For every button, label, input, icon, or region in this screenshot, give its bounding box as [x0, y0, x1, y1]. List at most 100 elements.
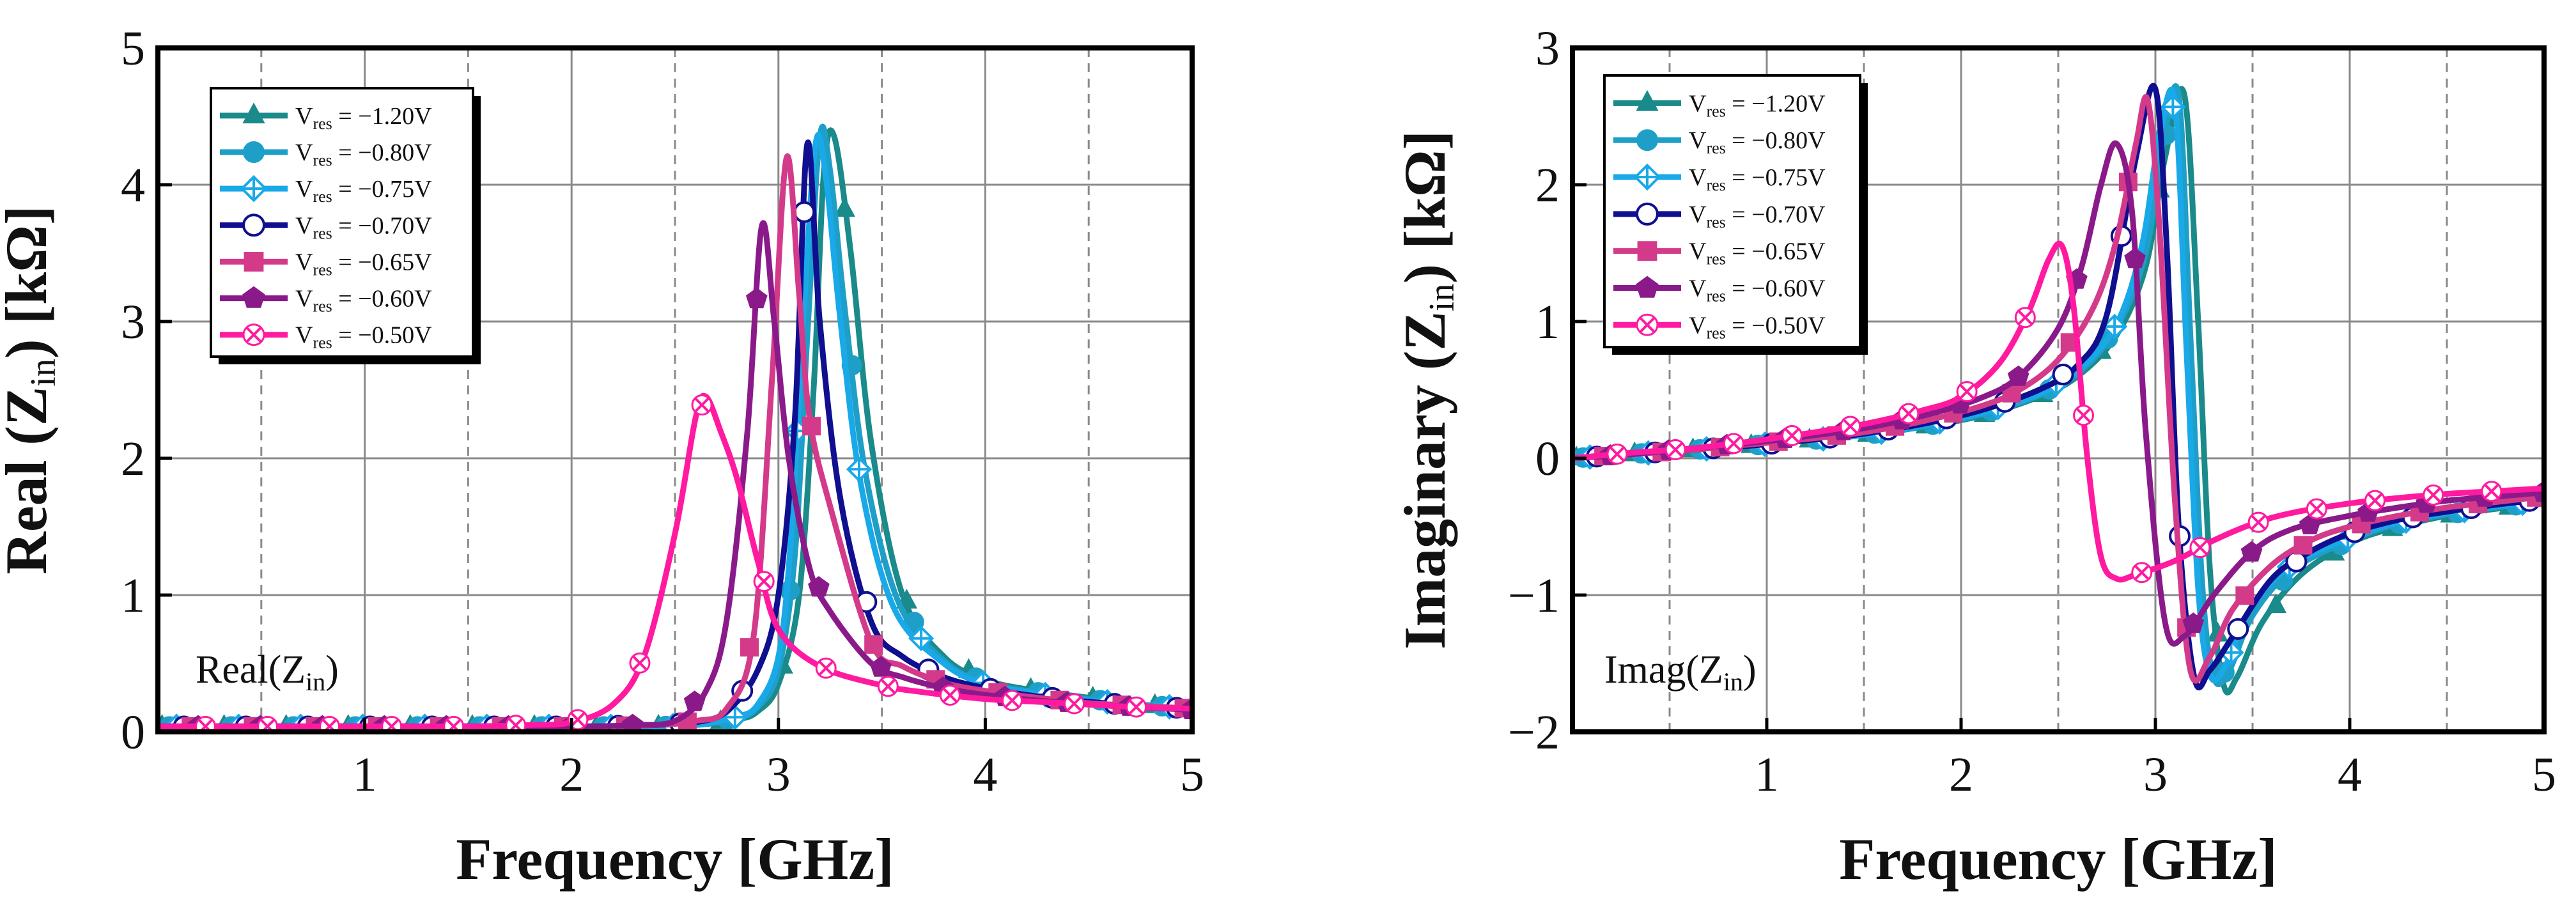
annotation-label: Real(Zin): [196, 648, 339, 696]
data-point: [2481, 481, 2502, 502]
legend-label: Vres = −0.60V: [1689, 275, 1826, 305]
data-point: [629, 652, 651, 674]
y-tick-label: 1: [121, 569, 145, 623]
legend-marker: [1636, 275, 1659, 298]
data-point: [808, 576, 830, 597]
legend-item: Vres = −0.65V: [220, 249, 432, 279]
data-point: [2423, 484, 2444, 506]
y-tick-label: 3: [1535, 22, 1560, 75]
y-tick-label: 0: [1535, 432, 1560, 486]
y-tick-label: 0: [121, 706, 145, 759]
data-point: [2014, 307, 2036, 329]
data-point: [802, 417, 821, 436]
chart-real-zin: 1 2 3 4 5 0 1 2 3 4 5 Frequency [GHz] Real (Zin) [kΩ…: [0, 22, 1204, 892]
plot-area: [1572, 82, 2544, 696]
data-point: [2293, 536, 2313, 555]
legend-item: Vres = −0.75V: [1613, 163, 1826, 194]
data-point: [1956, 381, 1978, 403]
legend-label: Vres = −0.50V: [1689, 312, 1826, 342]
data-point: [691, 394, 713, 416]
legend-label: Vres = −1.20V: [295, 103, 432, 133]
plot-frame: [155, 45, 1195, 734]
legend-item: Vres = −0.70V: [1613, 201, 1826, 231]
grid: [1572, 48, 2544, 732]
legend-item: Vres = −0.75V: [220, 174, 432, 206]
y-tick-label: −2: [1508, 706, 1560, 759]
data-point: [753, 571, 775, 593]
y-tick-label: −1: [1508, 569, 1560, 623]
legend-item: Vres = −1.20V: [1613, 89, 1826, 120]
data-point: [1001, 690, 1023, 711]
legend-item: Vres = −0.50V: [220, 322, 432, 352]
legend-item: Vres = −0.80V: [220, 139, 432, 169]
data-point: [2299, 513, 2321, 534]
legend-label: Vres = −0.65V: [1689, 238, 1826, 268]
data-point: [815, 657, 837, 679]
series-6: [158, 392, 1192, 732]
data-point: [1606, 443, 1628, 465]
x-axis-title: Frequency [GHz]: [1839, 826, 2277, 892]
data-point: [2160, 94, 2186, 120]
legend-marker: [1636, 129, 1658, 151]
data-point: [740, 638, 759, 657]
y-tick-label: 1: [1535, 295, 1560, 349]
legend-marker: [1636, 202, 1659, 226]
y-axis-title: Real (Zin) [kΩ]: [0, 205, 63, 574]
data-point: [846, 456, 873, 483]
series-line: [1572, 240, 2544, 583]
y-axis-title: Imaginary (Zin) [kΩ]: [1392, 130, 1462, 649]
data-point: [1664, 439, 1686, 461]
data-point: [2227, 617, 2249, 640]
data-point: [2235, 586, 2254, 605]
legend-label: Vres = −0.75V: [1689, 164, 1826, 194]
legend-marker: [242, 102, 265, 124]
annotation-label: Imag(Zin): [1604, 648, 1757, 696]
x-tick-label: 5: [1180, 748, 1204, 802]
data-point: [2265, 593, 2287, 614]
legend-label: Vres = −1.20V: [1689, 90, 1826, 120]
legend-label: Vres = −0.70V: [295, 212, 432, 242]
x-tick-label: 2: [559, 748, 584, 802]
data-point: [2007, 365, 2029, 386]
legend-label: Vres = −0.65V: [295, 249, 432, 279]
legend: Vres = −1.20V Vres = −0.80V Vres = −0.75V V…: [1603, 74, 1868, 355]
data-point: [2364, 490, 2386, 511]
legend: Vres = −1.20V Vres = −0.80V Vres = −0.75V V…: [210, 87, 481, 364]
data-point: [194, 715, 216, 732]
x-tick-label: 1: [353, 748, 377, 802]
data-point: [683, 690, 706, 711]
legend-label: Vres = −0.75V: [295, 176, 432, 206]
plot-area: [158, 123, 1192, 732]
axes: 1 2 3 4 5 −2 −1 0 1 2 3: [1508, 22, 2556, 802]
x-tick-label: 4: [973, 748, 997, 802]
legend-item: Vres = −0.60V: [220, 286, 432, 316]
data-point: [864, 635, 883, 654]
legend-marker: [240, 174, 268, 203]
x-tick-label: 2: [1949, 748, 1973, 802]
data-point: [793, 201, 816, 223]
data-point: [834, 197, 856, 217]
x-tick-label: 3: [766, 748, 791, 802]
legend-label: Vres = −0.50V: [295, 322, 432, 352]
data-point: [939, 685, 961, 706]
legend-label: Vres = −0.70V: [1689, 201, 1826, 231]
legend-marker: [242, 323, 265, 346]
data-point: [2182, 612, 2205, 633]
y-tick-label: 2: [121, 432, 145, 486]
data-point: [2052, 363, 2074, 385]
plot-frame: [1570, 45, 2547, 734]
y-tick-label: 2: [1535, 159, 1560, 212]
y-tick-label: 5: [121, 22, 145, 75]
legend-marker: [1636, 89, 1659, 111]
data-point: [621, 713, 644, 732]
data-point: [2073, 405, 2095, 426]
y-tick-label: 4: [121, 159, 145, 212]
x-tick-label: 4: [2338, 748, 2362, 802]
x-axis-title: Frequency [GHz]: [456, 826, 894, 892]
data-point: [2240, 541, 2263, 562]
legend-label: Vres = −0.80V: [1689, 127, 1826, 157]
legend-marker: [1636, 313, 1659, 336]
x-tick-label: 1: [1755, 748, 1779, 802]
data-point: [745, 288, 768, 309]
